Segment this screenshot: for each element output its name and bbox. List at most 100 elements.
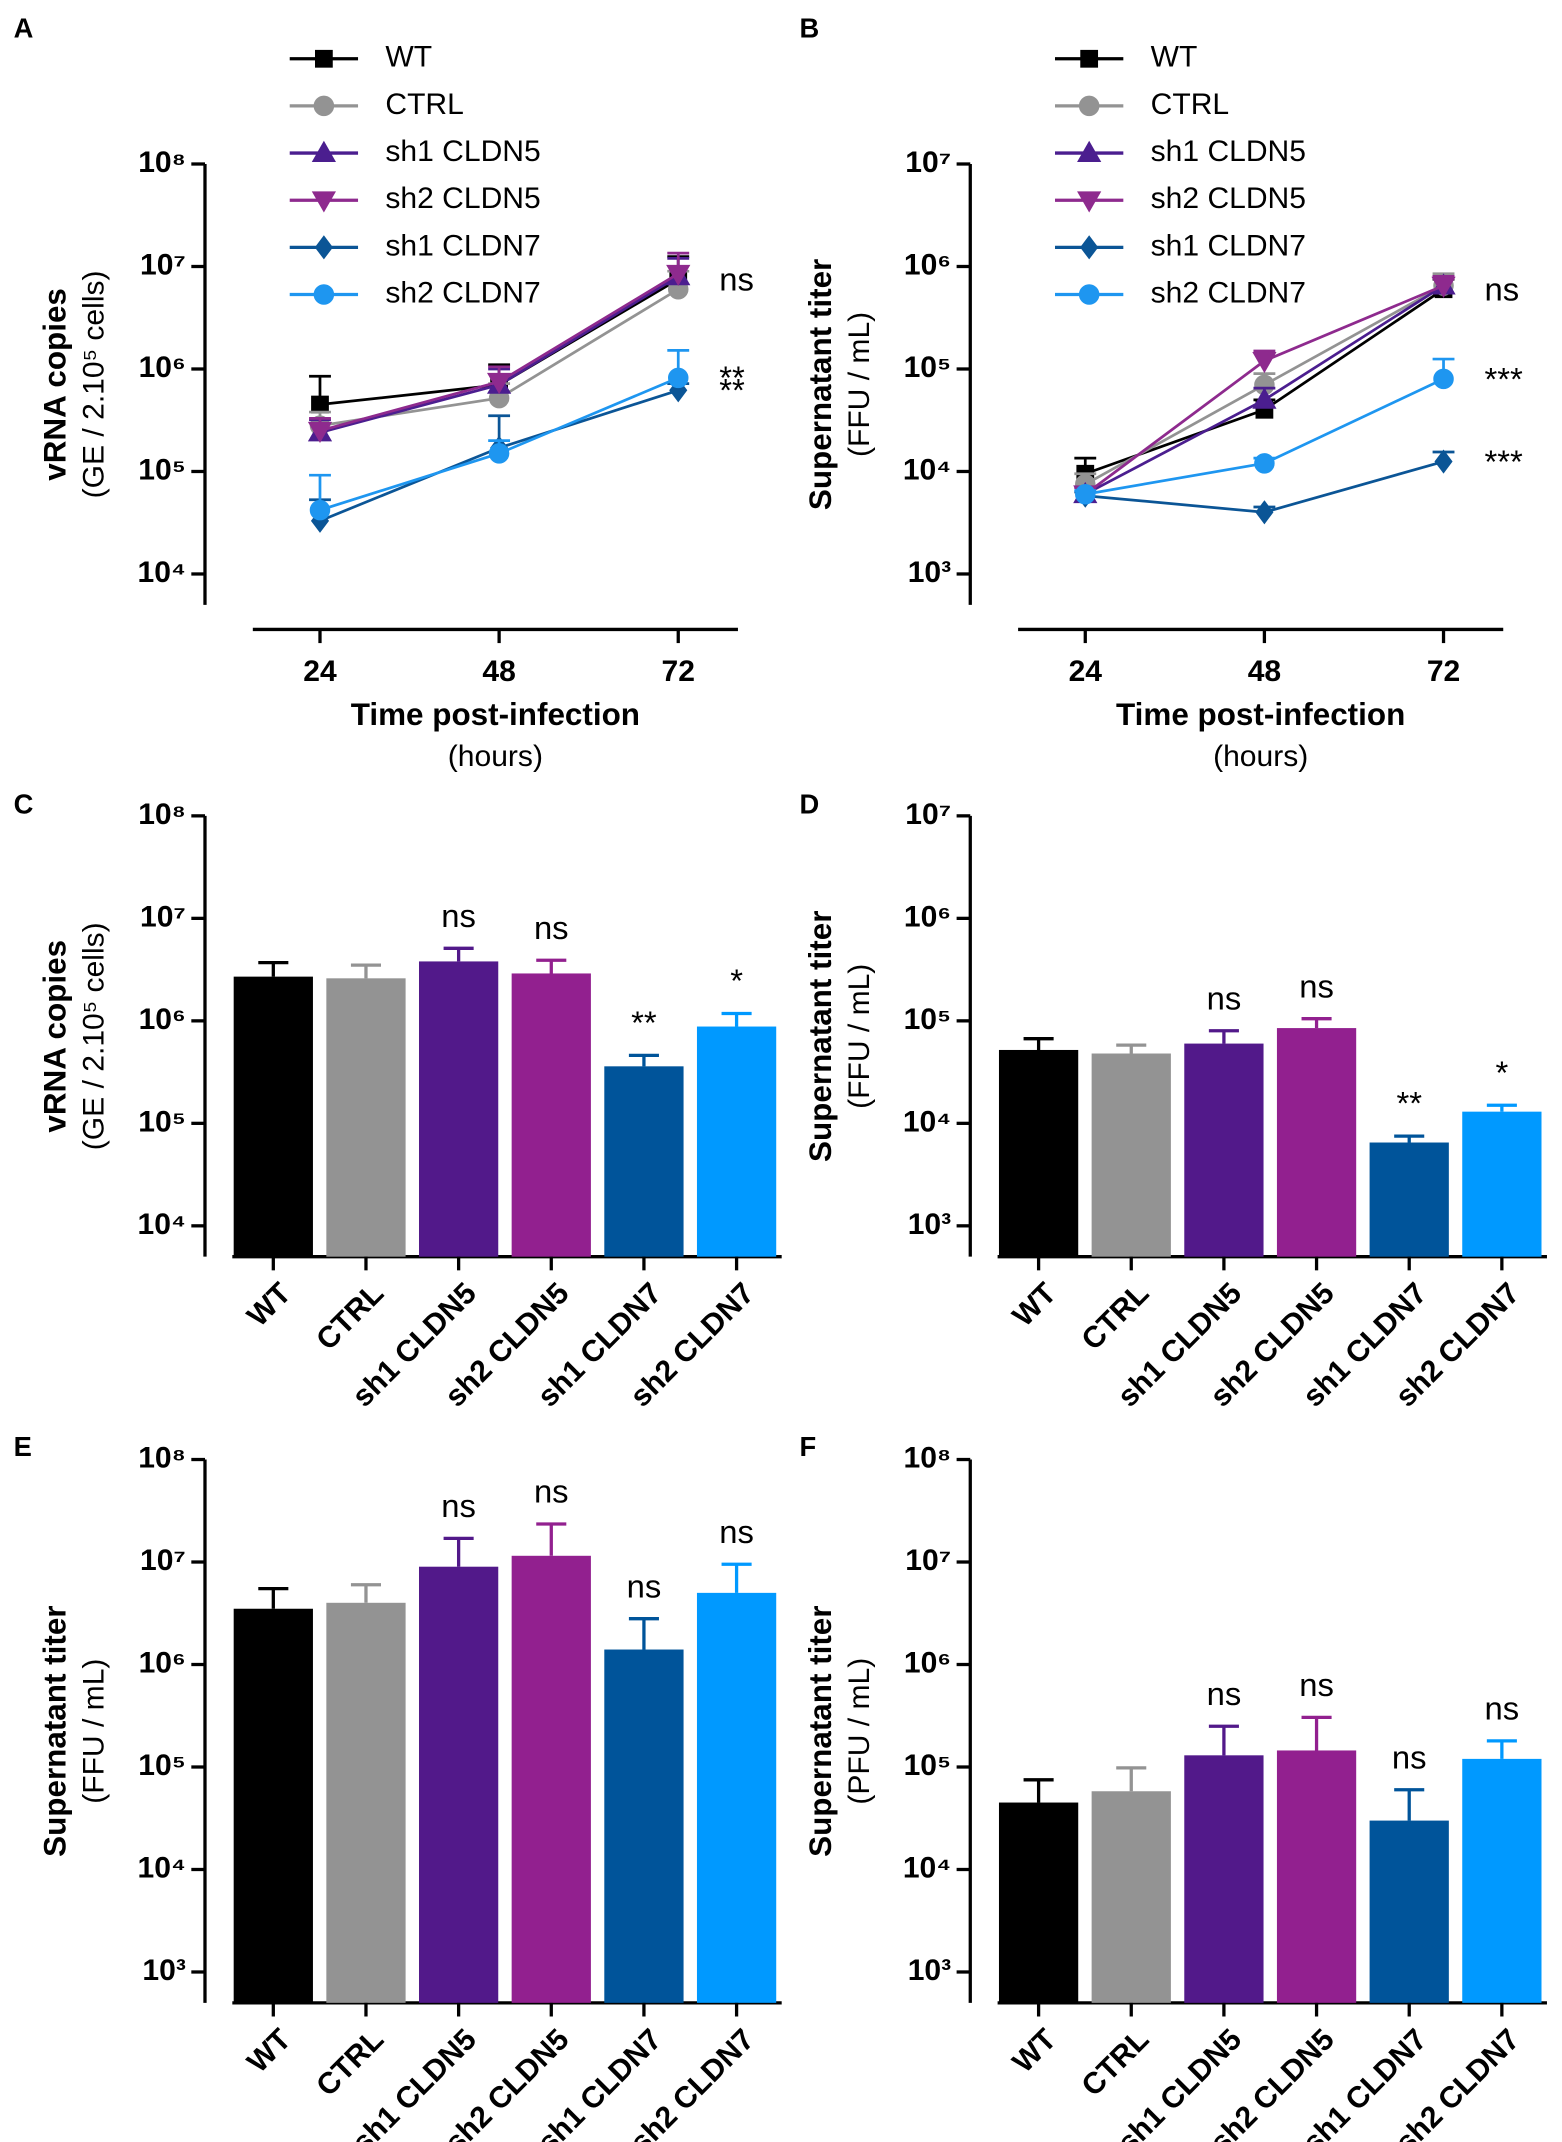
significance: ns — [1485, 1689, 1520, 1726]
error-bar — [258, 1586, 289, 1609]
data-point — [1252, 351, 1277, 374]
significance: ns — [1485, 271, 1520, 308]
error-bar — [1394, 1788, 1425, 1821]
legend-label: CTRL — [1151, 88, 1229, 121]
significance: ns — [719, 261, 754, 298]
y-tick-label: 10⁷ — [140, 248, 186, 281]
legend-marker — [311, 191, 336, 213]
y-tick-label: 10⁷ — [905, 1544, 951, 1577]
x-tick-label: 48 — [1248, 655, 1281, 688]
panel-label: E — [14, 1431, 32, 1462]
significance: ns — [534, 909, 569, 946]
y-axis-subtitle: (FFU / mL) — [843, 312, 876, 457]
legend-marker — [1078, 95, 1100, 117]
x-tick-label: CTRL — [310, 1277, 390, 1357]
error-bar — [1208, 1029, 1239, 1044]
y-axis-subtitle: (PFU / mL) — [843, 1658, 876, 1805]
error-bar — [1486, 1739, 1517, 1759]
bar — [1276, 1750, 1357, 2003]
bar — [1276, 1028, 1357, 1257]
y-tick-label: 10³ — [142, 1954, 185, 1987]
error-bar — [1301, 1017, 1332, 1029]
data-point — [307, 421, 333, 444]
error-bar — [1301, 1715, 1332, 1751]
x-axis-title: Time post-infection — [351, 697, 640, 732]
x-axis-title: Time post-infection — [1116, 697, 1405, 732]
legend-label: sh1 CLDN7 — [1151, 229, 1306, 262]
y-tick-label: 10⁷ — [140, 1544, 186, 1577]
data-point — [667, 367, 689, 389]
data-point — [666, 264, 691, 287]
significance: ns — [719, 1513, 754, 1550]
significance: * — [730, 962, 743, 999]
significance: ns — [441, 1487, 476, 1524]
bar — [233, 1608, 313, 2003]
error-bar — [1486, 1103, 1517, 1112]
bar — [326, 1602, 406, 2003]
y-tick-label: 10⁵ — [138, 453, 186, 486]
legend-label: sh2 CLDN5 — [1151, 182, 1306, 215]
error-bar — [1023, 1037, 1054, 1050]
legend-marker — [1077, 191, 1102, 213]
error-bar — [350, 963, 382, 979]
legend-marker — [1077, 140, 1102, 162]
significance: ** — [719, 372, 745, 409]
x-tick-label: WT — [1006, 1276, 1063, 1333]
x-axis-subtitle: (hours) — [1213, 740, 1308, 773]
y-tick-label: 10⁶ — [904, 248, 951, 281]
y-axis-title: Supernatant titer — [803, 911, 838, 1162]
y-axis-title: Supernatant titer — [803, 259, 838, 510]
significance: ns — [1299, 967, 1334, 1004]
y-axis-title: vRNA copies — [38, 940, 73, 1133]
data-point — [488, 443, 510, 464]
y-axis-title: vRNA copies — [38, 288, 73, 481]
significance: ns — [441, 897, 476, 934]
bar — [998, 1049, 1079, 1257]
y-tick-label: 10³ — [908, 1954, 951, 1987]
significance: ** — [631, 1004, 657, 1041]
error-bar — [628, 1617, 659, 1650]
error-bar — [443, 946, 474, 962]
y-tick-label: 10⁶ — [904, 1646, 951, 1679]
bar — [1462, 1111, 1542, 1257]
bar — [1184, 1755, 1264, 2003]
bar — [418, 1566, 499, 2003]
significance: ns — [1299, 1666, 1334, 1703]
error-bar — [443, 1536, 474, 1567]
bar — [1462, 1758, 1542, 2003]
data-point — [1431, 276, 1456, 298]
data-point — [1255, 500, 1274, 525]
error-bar — [1023, 1778, 1054, 1803]
x-tick-label: 72 — [662, 655, 695, 688]
y-tick-label: 10⁵ — [904, 1749, 952, 1782]
x-tick-label: WT — [241, 1276, 298, 1333]
panel-label: A — [14, 12, 34, 43]
y-tick-label: 10⁴ — [903, 1851, 951, 1884]
error-bar — [1394, 1134, 1425, 1143]
legend-marker — [314, 235, 333, 260]
bar — [1369, 1142, 1449, 1257]
y-tick-label: 10⁴ — [138, 1851, 186, 1884]
y-tick-label: 10⁶ — [904, 900, 951, 933]
error-bar — [1116, 1043, 1147, 1054]
bar — [511, 1555, 591, 2003]
x-tick-label: 72 — [1427, 655, 1460, 688]
bar — [326, 978, 406, 1257]
y-tick-label: 10⁷ — [905, 146, 951, 179]
x-tick-label: WT — [241, 2022, 298, 2079]
legend-label: WT — [1151, 41, 1198, 74]
data-point — [1434, 449, 1453, 474]
x-tick-label: CTRL — [1076, 1277, 1156, 1357]
significance: * — [1495, 1054, 1508, 1091]
y-tick-label: 10⁵ — [138, 1105, 186, 1138]
panel-label: C — [14, 789, 34, 820]
y-axis-subtitle: (GE / 2.10⁵ cells) — [78, 270, 111, 498]
bar — [604, 1066, 684, 1257]
error-bar — [721, 1562, 752, 1593]
legend-marker — [313, 95, 335, 117]
y-tick-label: 10⁸ — [904, 1441, 952, 1474]
significance: ** — [1396, 1085, 1422, 1122]
significance: *** — [1485, 443, 1524, 480]
significance: ** — [719, 359, 745, 396]
